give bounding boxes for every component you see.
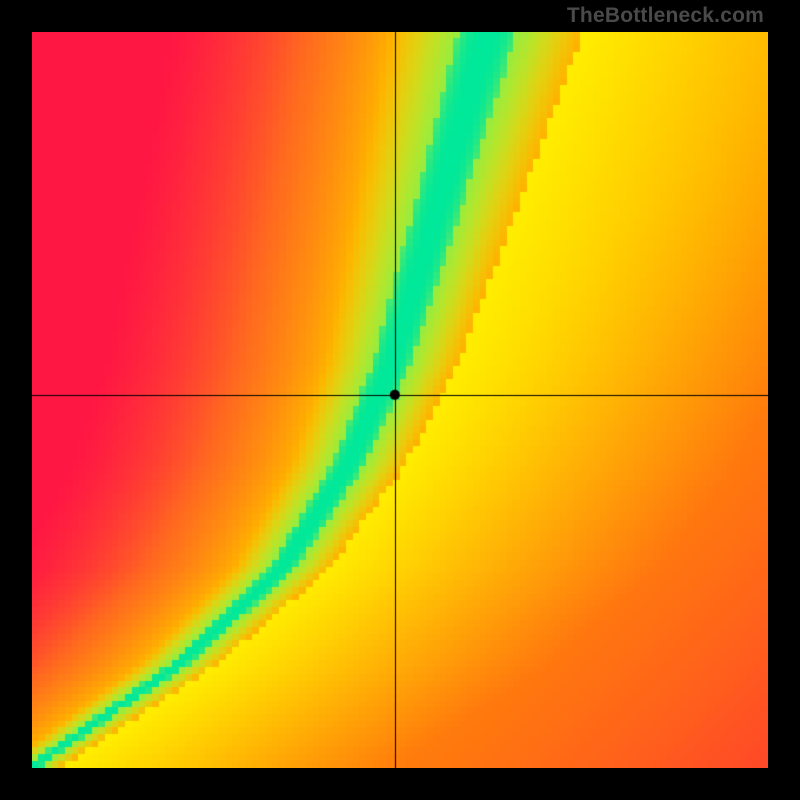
chart-container: TheBottleneck.com (0, 0, 800, 800)
watermark-text: TheBottleneck.com (567, 4, 764, 28)
bottleneck-heatmap (32, 32, 768, 768)
